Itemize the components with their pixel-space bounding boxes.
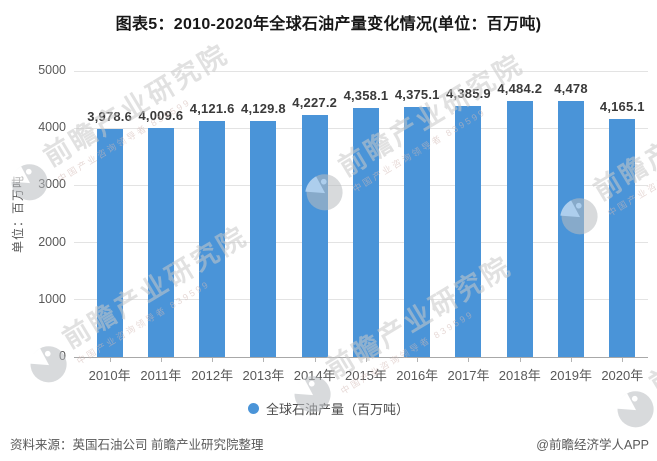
x-axis-label: 2012年 <box>191 368 234 383</box>
y-axis-title: 单位：百万吨 <box>11 175 25 254</box>
bar <box>96 129 123 357</box>
bar-value-label: 4,129.8 <box>241 100 286 116</box>
bar-value-label: 4,165.1 <box>599 98 645 114</box>
legend-marker-icon <box>247 403 259 414</box>
bar-value-label: 4,484.2 <box>497 80 543 96</box>
bar <box>609 118 636 357</box>
x-axis-tick <box>365 358 367 362</box>
x-axis-label: 2017年 <box>447 368 490 383</box>
bar-value-label: 4,009.6 <box>138 107 184 123</box>
bar <box>558 100 585 357</box>
chart-title: 图表5：2010-2020年全球石油产量变化情况(单位：百万吨) <box>115 16 542 33</box>
x-axis-label: 2015年 <box>344 368 387 383</box>
bar-value-label: 4,358.1 <box>343 87 389 103</box>
bar-columns: 3,978.6 2010年 4,009.6 2011年 4,121.6 2012年 4,12… <box>84 71 648 383</box>
x-axis-label: 2018年 <box>498 368 541 383</box>
bar-value-label: 4,227.2 <box>292 95 338 111</box>
y-axis-label: 3000 <box>38 177 66 192</box>
bar <box>250 120 277 357</box>
gridline <box>74 70 648 72</box>
bar-value-label: 4,478 <box>554 80 588 96</box>
legend-label: 全球石油产量（百万吨） <box>265 402 409 417</box>
x-axis-tick <box>109 358 111 362</box>
x-axis-label: 2013年 <box>242 368 285 383</box>
bar-column: 4,227.2 2014年 <box>289 71 340 383</box>
bar-column: 4,484.2 2018年 <box>494 71 545 383</box>
bar <box>404 106 431 357</box>
legend-item[interactable]: 全球石油产量（百万吨） <box>0 399 657 418</box>
bar <box>506 100 533 357</box>
source-note: 资料来源：英国石油公司 前瞻产业研究院整理 <box>10 438 264 452</box>
bar-column: 4,165.1 2020年 <box>597 71 648 383</box>
bar-value-label: 4,385.9 <box>446 86 491 102</box>
x-axis-tick <box>622 358 624 362</box>
y-axis-label: 1000 <box>38 291 66 306</box>
x-axis-tick <box>468 358 470 362</box>
bar <box>147 127 174 357</box>
x-axis-label: 2016年 <box>396 368 439 383</box>
bar-column: 4,375.1 2016年 <box>392 71 443 383</box>
y-axis-label: 2000 <box>38 234 66 249</box>
bar <box>301 115 328 357</box>
bar-column: 3,978.6 2010年 <box>84 71 135 383</box>
x-axis-tick <box>519 358 521 362</box>
bar-column: 4,385.9 2017年 <box>443 71 494 383</box>
bar-column: 4,358.1 2015年 <box>340 71 391 383</box>
x-axis-label: 2011年 <box>140 368 182 383</box>
y-axis-label: 5000 <box>38 63 66 77</box>
x-axis-tick <box>417 358 419 362</box>
x-axis-tick <box>571 358 573 362</box>
bar <box>199 121 226 357</box>
x-axis-line <box>74 357 648 358</box>
watermark-logo-icon <box>29 346 67 383</box>
x-axis-tick <box>212 358 214 362</box>
y-axis-label: 0 <box>59 349 66 363</box>
x-axis-label: 2020年 <box>601 368 644 383</box>
bar-value-label: 4,375.1 <box>394 86 440 102</box>
x-axis-label: 2014年 <box>293 368 336 383</box>
bar-value-label: 3,978.6 <box>87 109 133 125</box>
x-axis-tick <box>314 358 316 362</box>
bar-column: 4,009.6 2011年 <box>135 71 186 383</box>
bar <box>352 107 379 357</box>
bar-value-label: 4,121.6 <box>189 101 235 117</box>
bar-column: 4,121.6 2012年 <box>187 71 238 383</box>
bar <box>455 106 482 357</box>
x-axis-tick <box>160 358 162 362</box>
bar-column: 4,129.8 2013年 <box>238 71 289 383</box>
y-axis-label: 4000 <box>38 120 66 135</box>
x-axis-tick <box>263 358 265 362</box>
bar-column: 4,478 2019年 <box>545 71 596 383</box>
credit-note: @前瞻经济学人APP <box>536 438 649 452</box>
x-axis-label: 2019年 <box>550 368 592 383</box>
x-axis-label: 2010年 <box>88 368 131 383</box>
